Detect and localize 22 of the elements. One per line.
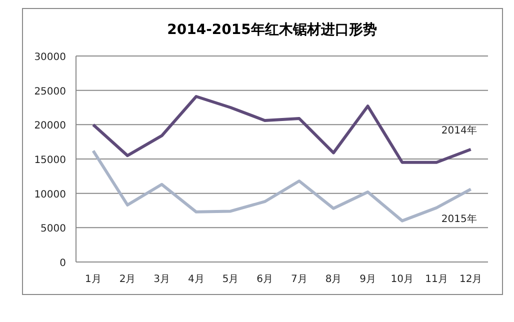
x-tick-label: 9月 [360,274,376,285]
series-label: 2014年 [441,124,477,136]
x-tick-label: 7月 [290,274,308,285]
x-tick-label: 3月 [154,274,170,285]
y-tick-label: 5000 [40,224,66,235]
y-tick-label: 25000 [34,86,66,98]
x-tick-label: 6月 [256,274,274,285]
x-tick-label: 8月 [325,274,342,285]
x-tick-label: 1月 [84,274,102,285]
y-tick-label: 0 [60,258,66,269]
y-tick-label: 30000 [34,52,66,63]
x-tick-label: 2月 [119,274,136,285]
chart-title: 2014-2015年红木锯材进口形势 [167,22,377,38]
series-label: 2015年 [441,213,477,226]
x-tick-label: 10月 [390,274,414,285]
x-tick-label: 5月 [222,274,239,285]
y-tick-label: 10000 [34,189,66,200]
y-tick-label: 20000 [34,120,66,132]
y-tick-label: 15000 [34,155,66,166]
x-tick-label: 12月 [459,274,482,285]
x-tick-label: 4月 [188,274,204,285]
x-tick-label: 11月 [425,274,448,285]
